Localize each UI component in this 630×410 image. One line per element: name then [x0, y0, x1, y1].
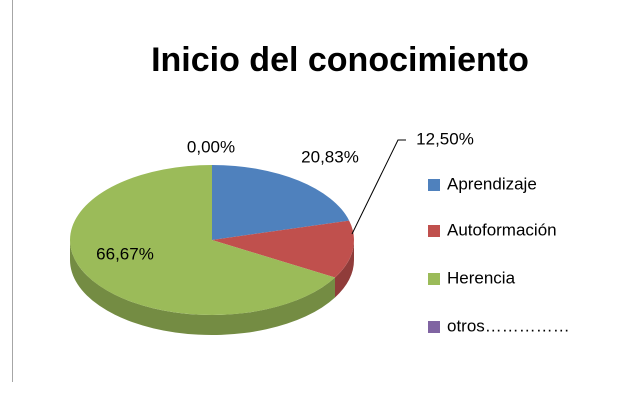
data-label: 20,83% [301, 147, 359, 166]
slice [69, 165, 335, 315]
legend-label: Autoformación [447, 220, 557, 239]
data-label: 66,67% [96, 244, 154, 263]
legend-label: Herencia [447, 268, 516, 287]
slice [212, 220, 354, 278]
pie: 20,83% 12,50% 66,67% 0,00% [69, 129, 474, 336]
data-label: 0,00% [187, 137, 235, 156]
legend-label: Aprendizaje [447, 174, 537, 193]
legend: Aprendizaje Autoformación Herencia otros………… [428, 174, 570, 335]
legend-swatch [428, 273, 440, 285]
slice [212, 165, 350, 240]
legend-label: otros…………… [447, 316, 570, 335]
chart-title: Inicio del conocimiento [151, 41, 529, 79]
legend-swatch [428, 225, 440, 237]
leader-line [351, 139, 406, 235]
legend-swatch [428, 321, 440, 333]
slice-side [70, 240, 335, 336]
data-label: 12,50% [416, 129, 474, 148]
legend-swatch [428, 179, 440, 191]
slice-side [334, 240, 354, 298]
